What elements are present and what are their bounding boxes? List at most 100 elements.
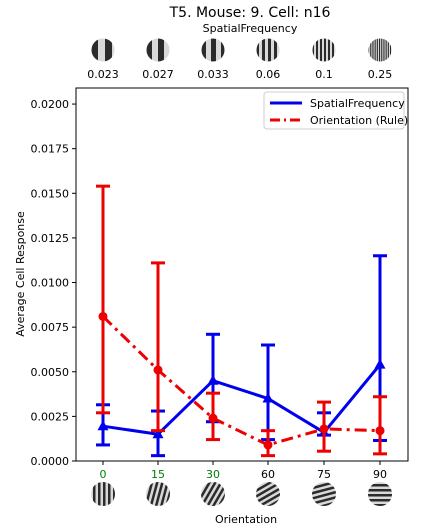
x-axis-ticks: 0 15 30 60 75 90 bbox=[100, 461, 387, 481]
y-tick-label: 0.0175 bbox=[31, 143, 70, 156]
data-point-circle bbox=[208, 413, 218, 423]
grating-stripe bbox=[221, 38, 225, 62]
grating-thumbnail bbox=[90, 37, 116, 63]
orientation-stripe bbox=[312, 498, 336, 506]
grating-stripe bbox=[201, 38, 206, 62]
grating-stripes bbox=[366, 38, 392, 62]
orientation-stripe bbox=[256, 482, 280, 502]
orientation-stripe bbox=[93, 482, 96, 506]
data-point-circle bbox=[375, 426, 385, 436]
orientation-stripe bbox=[103, 482, 106, 506]
grating-stripe bbox=[256, 38, 259, 62]
grating-stripe bbox=[191, 38, 196, 62]
orientation-stripe bbox=[162, 482, 170, 506]
grating-thumbnail bbox=[311, 37, 337, 63]
orientation-stripe bbox=[211, 482, 225, 506]
top-tick-label: 0.023 bbox=[87, 68, 119, 81]
grating-stripe bbox=[385, 38, 387, 62]
grating-stripe bbox=[374, 38, 376, 62]
grating-stripe bbox=[268, 38, 271, 62]
orientation-stripe bbox=[312, 483, 336, 497]
grating-stripe bbox=[368, 38, 370, 62]
orientation-stripe bbox=[256, 492, 280, 506]
spatial-frequency-thumbnails bbox=[90, 37, 393, 63]
orientation-stripe bbox=[113, 482, 115, 506]
grating-stripe bbox=[312, 38, 314, 62]
y-tick-label: 0.0000 bbox=[31, 455, 70, 468]
orientation-thumbnail bbox=[91, 474, 121, 514]
y-tick-label: 0.0075 bbox=[31, 321, 70, 334]
grating-thumbnail bbox=[134, 37, 176, 63]
top-tick-label: 0.033 bbox=[197, 68, 229, 81]
grating-stripe bbox=[390, 38, 392, 62]
data-point-triangle bbox=[262, 392, 274, 403]
orientation-stripe bbox=[147, 482, 161, 506]
data-point-circle bbox=[319, 424, 329, 434]
grating-stripe bbox=[262, 38, 265, 62]
grating-stripes bbox=[191, 38, 225, 62]
series-orientation bbox=[96, 184, 387, 458]
legend-spatial-label: SpatialFrequency bbox=[310, 97, 405, 110]
orientation-rotation bbox=[93, 474, 121, 514]
plot-frame bbox=[75, 87, 409, 462]
y-tick-label: 0.0050 bbox=[31, 366, 70, 379]
grating-stripe bbox=[91, 38, 98, 62]
grating-edge bbox=[255, 37, 281, 63]
y-axis-label: Average Cell Response bbox=[14, 211, 27, 337]
grating-stripe bbox=[366, 38, 367, 62]
grating-stripe bbox=[146, 38, 152, 62]
legend-orientation-label: Orientation (Rule) bbox=[310, 114, 408, 127]
grating-stripe bbox=[376, 38, 378, 62]
grating-stripes bbox=[91, 38, 112, 62]
y-tick-label: 0.0150 bbox=[31, 187, 70, 200]
grating-stripes bbox=[312, 38, 334, 62]
top-tick-label: 0.1 bbox=[315, 68, 333, 81]
grating-stripe bbox=[372, 38, 374, 62]
grating-stripe bbox=[211, 38, 216, 62]
grating-thumbnail bbox=[191, 37, 226, 63]
grating-stripe bbox=[379, 38, 381, 62]
grating-stripe bbox=[316, 38, 318, 62]
top-tick-label: 0.06 bbox=[256, 68, 281, 81]
grating-stripe bbox=[274, 38, 277, 62]
chart-title: T5. Mouse: 9. Cell: n16 bbox=[169, 5, 331, 21]
grating-stripe bbox=[370, 38, 372, 62]
data-point-circle bbox=[153, 365, 163, 375]
grating-edge bbox=[311, 37, 337, 63]
orientation-stripe bbox=[201, 482, 221, 506]
y-tick-label: 0.0100 bbox=[31, 277, 70, 290]
orientation-stripe bbox=[118, 474, 121, 514]
series-line bbox=[102, 363, 382, 436]
grating-stripe bbox=[105, 38, 112, 62]
grating-stripe bbox=[170, 38, 176, 62]
grating-stripe bbox=[324, 38, 326, 62]
grating-edge bbox=[90, 37, 116, 63]
series-line bbox=[101, 315, 381, 447]
orientation-stripe bbox=[256, 484, 280, 506]
grating-thumbnail bbox=[366, 37, 393, 63]
top-tick-label: 0.027 bbox=[142, 68, 174, 81]
orientation-stripe bbox=[203, 482, 225, 506]
grating-stripe bbox=[158, 38, 164, 62]
grating-edge bbox=[200, 37, 226, 63]
grating-stripe bbox=[134, 38, 140, 62]
orientation-stripe bbox=[368, 499, 392, 502]
orientation-stripe bbox=[98, 482, 101, 506]
data-point-triangle bbox=[152, 428, 164, 439]
x-tick-label: 0 bbox=[100, 468, 107, 481]
data-point-circle bbox=[98, 311, 108, 321]
y-axis-ticks: 0.0000 0.0025 0.0050 0.0075 0.0100 0.0125 0.01… bbox=[31, 98, 76, 468]
grating-stripe bbox=[387, 38, 389, 62]
spatial-frequency-tick-labels: 0.023 0.027 0.033 0.06 0.1 0.25 bbox=[87, 68, 392, 81]
top-tick-label: 0.25 bbox=[368, 68, 393, 81]
series-layer bbox=[96, 184, 387, 458]
orientation-stripes bbox=[93, 474, 121, 514]
grating-stripe bbox=[383, 38, 385, 62]
orientation-stripe bbox=[368, 489, 392, 492]
series-spatial-frequency bbox=[96, 254, 387, 458]
orientation-stripe bbox=[152, 482, 166, 506]
grating-stripes bbox=[134, 38, 176, 62]
data-point-triangle bbox=[374, 358, 386, 369]
